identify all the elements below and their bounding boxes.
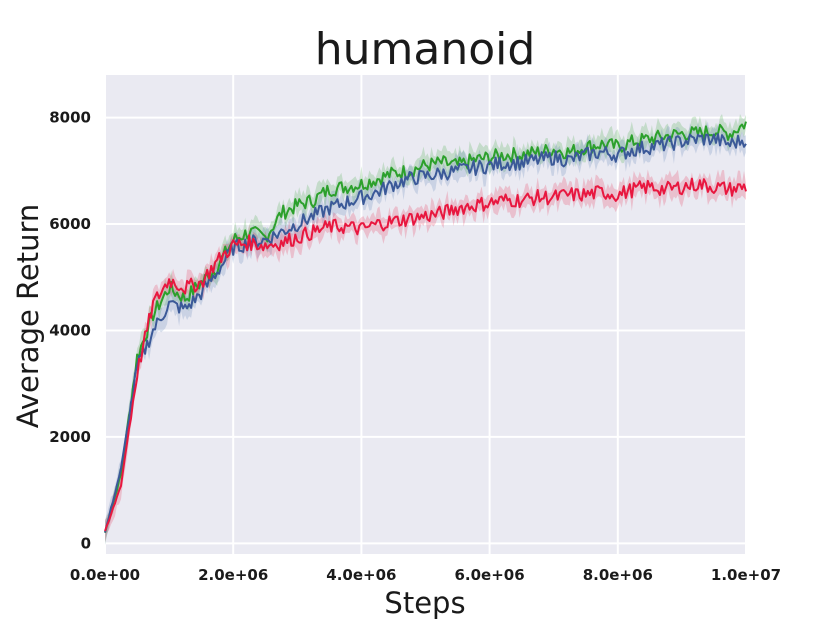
x-tick-labels: 0.0e+00 2.0e+06 4.0e+06 6.0e+06 8.0e+06 1.0e+… [70, 566, 781, 584]
x-tick-label: 8.0e+06 [583, 566, 653, 584]
x-tick-label: 1.0e+07 [711, 566, 781, 584]
x-tick-label: 4.0e+06 [326, 566, 396, 584]
series-line-2 [104, 177, 747, 532]
series-lines [104, 121, 747, 533]
series-line-0 [104, 121, 747, 533]
x-axis-label: Steps [384, 586, 465, 620]
y-tick-labels: 0 2000 4000 6000 8000 [49, 109, 91, 553]
x-tick-label: 6.0e+06 [454, 566, 524, 584]
grid-lines [104, 75, 747, 554]
y-tick-label: 6000 [49, 215, 91, 233]
y-tick-label: 0 [81, 534, 91, 552]
chart-title: humanoid [315, 24, 536, 75]
series-band-2 [105, 169, 746, 543]
y-tick-label: 4000 [49, 321, 91, 339]
series-line-1 [104, 133, 747, 533]
y-axis-label: Average Return [11, 204, 45, 429]
x-tick-label: 0.0e+00 [70, 566, 140, 584]
plot-area [105, 75, 746, 554]
confidence-bands [105, 114, 746, 546]
y-tick-label: 2000 [49, 428, 91, 446]
y-tick-label: 8000 [49, 109, 91, 127]
x-tick-label: 2.0e+06 [198, 566, 268, 584]
